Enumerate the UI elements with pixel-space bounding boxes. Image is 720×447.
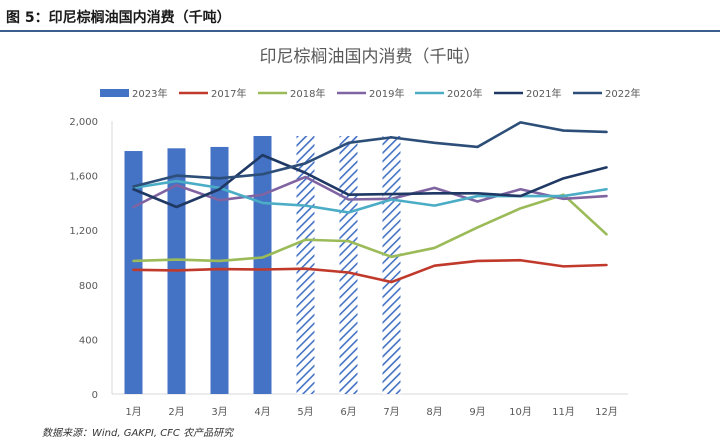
chart-axes: 0 400 800 1,200 1,600 2,000 1月 2月 3月 4月 5月 6月 7月 8月 9月…: [69, 117, 628, 418]
line-series-2020年: [132, 179, 608, 214]
y-tick-label: 400: [79, 335, 98, 346]
y-tick-label: 1,600: [69, 172, 98, 183]
x-tick-label: 3月: [211, 406, 227, 418]
x-tick-label: 1月: [125, 406, 141, 418]
chart-title: 印尼棕榈油国内消费（千吨）: [260, 47, 481, 67]
legend-label: 2022年: [605, 87, 640, 100]
legend-label: 2019年: [369, 87, 404, 100]
bar-2023-forecast: [296, 136, 315, 394]
line-series-2019年: [132, 175, 608, 209]
legend-label: 2023年: [132, 87, 167, 100]
x-tick-label: 7月: [383, 406, 399, 418]
figure-header: 图 5：印尼棕榈油国内消费（千吨）: [0, 0, 720, 32]
source-note: 数据来源：Wind, GAKPI, CFC 农产品研究: [42, 428, 234, 439]
line-series-2021年: [132, 153, 608, 209]
x-tick-label: 5月: [297, 406, 313, 418]
x-tick-label: 4月: [254, 406, 270, 418]
bar-2023: [210, 146, 229, 394]
bar-2023: [124, 151, 143, 394]
chart-legend: 2023年 2017年 2018年 2019年 2020年 2021年 2022年: [100, 87, 640, 100]
y-tick-label: 800: [79, 281, 98, 292]
y-tick-label: 2,000: [69, 117, 98, 128]
legend-label: 2020年: [447, 87, 482, 100]
x-tick-label: 11月: [552, 406, 575, 418]
legend-label: 2018年: [290, 87, 325, 100]
x-tick-label: 2月: [168, 406, 184, 418]
legend-swatch-bar: [100, 89, 129, 97]
header-divider: [0, 30, 720, 32]
figure-title: 图 5：印尼棕榈油国内消费（千吨）: [6, 10, 231, 26]
line-series: [132, 121, 608, 284]
bar-2023-forecast: [382, 136, 401, 394]
x-tick-label: 9月: [469, 406, 485, 418]
y-tick-label: 1,200: [69, 226, 98, 237]
y-tick-label: 0: [92, 390, 98, 401]
legend-label: 2017年: [211, 87, 246, 100]
bar-2023-forecast: [339, 136, 358, 394]
line-series-2017年: [132, 258, 608, 284]
x-tick-label: 8月: [426, 406, 442, 418]
x-tick-label: 6月: [340, 406, 356, 418]
line-series-2018年: [132, 193, 608, 263]
x-tick-label: 12月: [595, 406, 618, 418]
line-series-2022年: [132, 121, 608, 188]
legend-label: 2021年: [526, 87, 561, 100]
x-tick-label: 10月: [509, 406, 532, 418]
